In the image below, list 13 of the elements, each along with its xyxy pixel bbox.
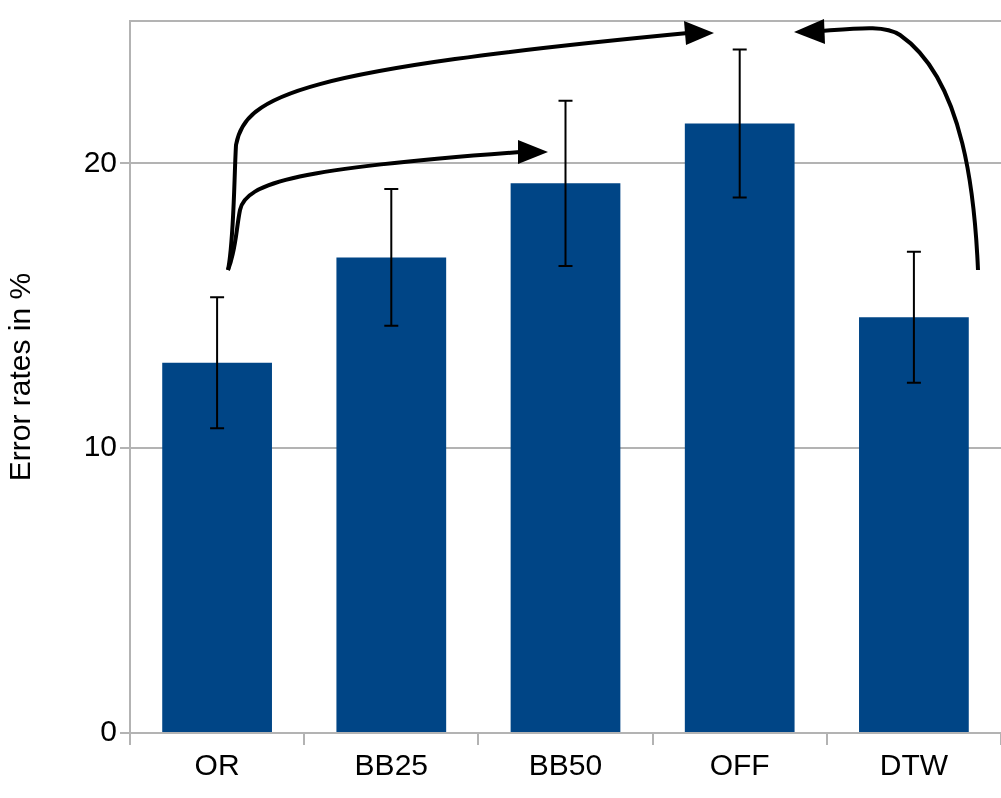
x-tick-label: BB50	[528, 748, 603, 782]
y-tick-label: 0	[100, 714, 117, 748]
y-axis-title: Error rates in %	[3, 272, 37, 482]
bar	[510, 183, 621, 732]
y-tick-label: 10	[83, 429, 117, 463]
x-tick-label: OR	[194, 748, 240, 782]
y-tick-label: 20	[83, 144, 117, 178]
bar	[162, 362, 272, 732]
bar	[859, 317, 969, 732]
x-tick-label: DTW	[879, 748, 949, 782]
x-tick-label: OFF	[709, 748, 770, 782]
bar	[684, 123, 795, 732]
x-tick-label: BB25	[354, 748, 428, 782]
